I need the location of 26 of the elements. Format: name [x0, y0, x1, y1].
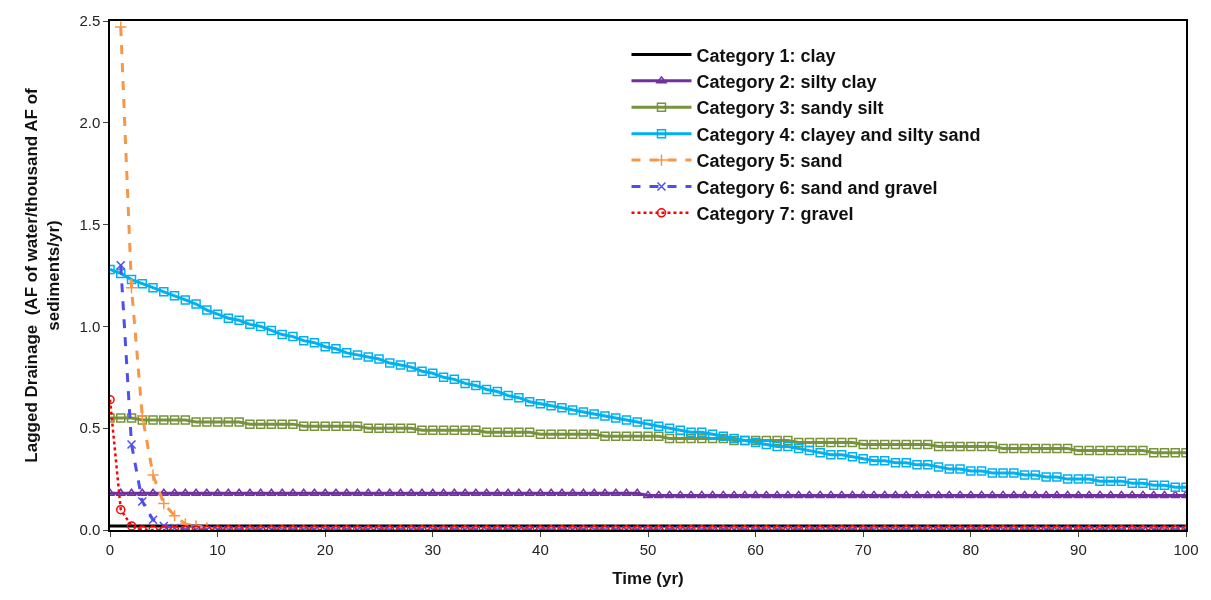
legend-label: Category 2: silty clay: [696, 71, 877, 92]
y-tick-label: 1.0: [79, 317, 101, 335]
legend-label: Category 6: sand and gravel: [696, 177, 938, 198]
legend-label: Category 5: sand: [696, 151, 843, 172]
legend-label: Category 3: sandy silt: [696, 98, 884, 119]
legend-label: Category 4: clayey and silty sand: [696, 124, 981, 145]
x-tick-label: 40: [532, 540, 549, 558]
legend-label: Category 7: gravel: [696, 203, 854, 224]
x-tick-label: 80: [962, 540, 980, 558]
y-tick-label: 0.0: [79, 521, 101, 539]
x-tick-label: 100: [1173, 540, 1199, 558]
x-tick-label: 0: [105, 540, 115, 558]
legend-label: Category 1: clay: [696, 45, 836, 66]
y-tick-label: 2.0: [79, 114, 101, 132]
x-tick-label: 50: [639, 540, 657, 558]
x-tick-label: 60: [747, 540, 764, 558]
y-axis-title: Lagged Drainage (AF of water/thousand AF of sediments/yr): [22, 88, 64, 463]
x-tick-label: 20: [316, 540, 334, 558]
y-tick-label: 2.5: [79, 12, 101, 30]
x-tick-label: 70: [854, 540, 872, 558]
y-tick-label: 0.5: [79, 419, 101, 437]
x-tick-label: 90: [1070, 540, 1087, 558]
x-tick-label: 10: [209, 540, 226, 558]
x-axis-title: Time (yr): [612, 568, 684, 588]
x-tick-label: 30: [424, 540, 442, 558]
y-tick-label: 1.5: [79, 215, 101, 233]
